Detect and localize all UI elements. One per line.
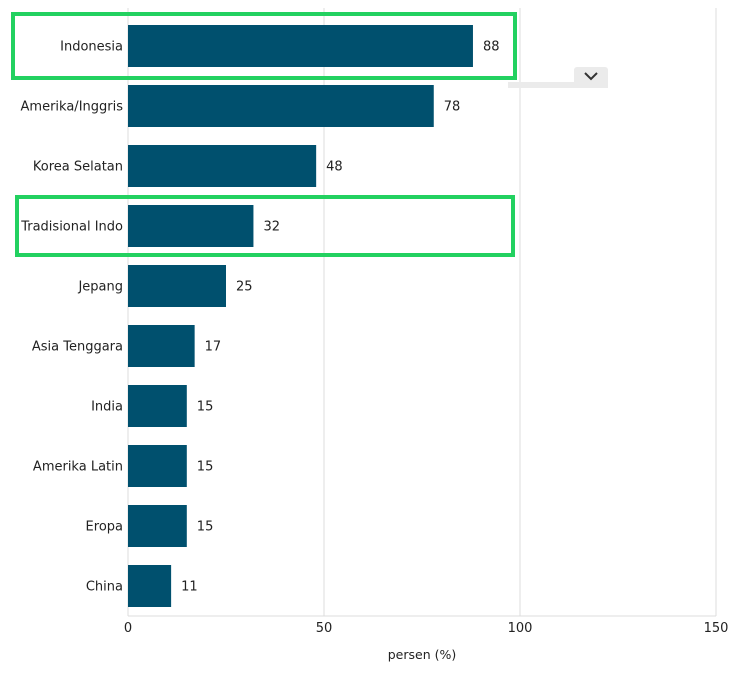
x-tick-label: 100 [508,621,533,636]
data-label: 32 [263,220,280,235]
data-label: 88 [483,40,500,55]
category-label: Korea Selatan [33,160,123,175]
data-label: 48 [326,160,343,175]
category-label: Amerika Latin [33,460,123,475]
x-tick-label: 50 [316,621,333,636]
data-label: 25 [236,280,253,295]
highlight-box [11,12,517,80]
bar[interactable] [128,385,187,427]
dropdown-button-bg[interactable] [574,67,608,88]
category-label: China [86,580,123,595]
data-label: 11 [181,580,198,595]
category-label: Asia Tenggara [32,340,123,355]
bar[interactable] [128,265,226,307]
bar[interactable] [128,85,434,127]
bar[interactable] [128,565,172,607]
category-labels: Indonesia Amerika/Inggris Korea Selatan Tra… [20,40,123,595]
category-label: Tradisional Indo [20,220,123,235]
bar[interactable] [128,505,187,547]
bar[interactable] [128,25,473,67]
dropdown-toggle[interactable] [508,67,608,88]
chevron-down-icon [584,72,598,81]
data-label: 15 [197,460,214,475]
x-axis-title: persen (%) [388,647,457,662]
data-label: 15 [197,400,214,415]
x-tick-label: 0 [124,621,132,636]
bar[interactable] [128,325,195,367]
category-label: Jepang [77,280,123,295]
highlight-box [15,195,515,257]
bar[interactable] [128,445,187,487]
category-label: Amerika/Inggris [21,100,124,115]
highlight-boxes [11,12,517,257]
value-labels: 88 78 48 32 25 17 15 15 15 11 [181,40,499,595]
bar[interactable] [128,145,317,187]
bar[interactable] [128,205,254,247]
data-label: 78 [444,100,461,115]
bars [128,25,473,607]
data-label: 17 [205,340,222,355]
category-label: India [91,400,123,415]
x-axis-ticks: 0 50 100 150 [124,621,729,636]
x-tick-label: 150 [704,621,729,636]
category-label: Indonesia [60,40,123,55]
category-label: Eropa [86,520,123,535]
dropdown-track [508,82,608,88]
data-label: 15 [197,520,214,535]
